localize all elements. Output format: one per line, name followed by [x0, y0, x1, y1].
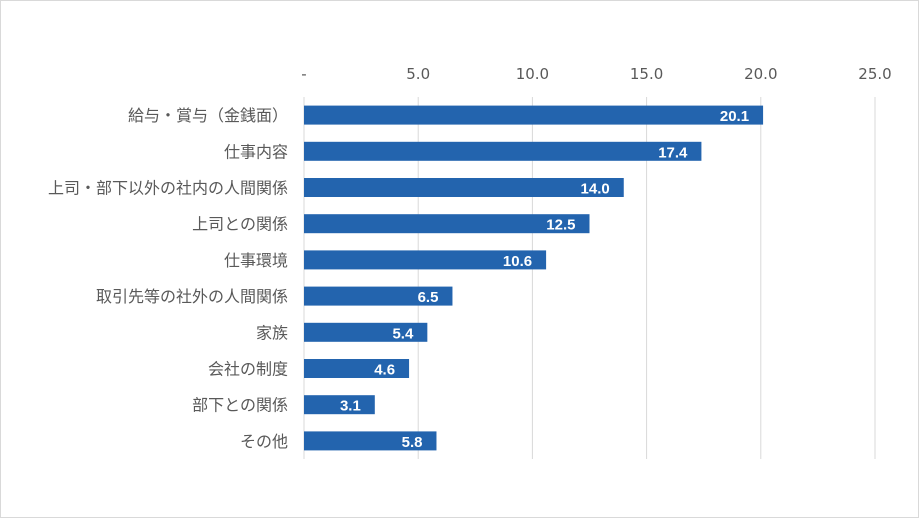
- x-tick-label: 10.0: [516, 65, 549, 83]
- category-label: 給与・賞与（金銭面）: [128, 106, 288, 125]
- bar: [304, 105, 764, 125]
- x-tick-label: 20.0: [744, 65, 777, 83]
- data-label: 14.0: [581, 181, 610, 198]
- bar: [304, 141, 702, 161]
- data-label: 4.6: [374, 362, 395, 379]
- category-labels: 給与・賞与（金銭面） 仕事内容上司・部下以外の社内の人間関係上司との関係仕事環境取…: [48, 106, 288, 451]
- bar: [304, 322, 428, 342]
- bar: [304, 286, 453, 306]
- category-label: 取引先等の社外の人間関係: [96, 287, 288, 306]
- category-label: 仕事環境: [224, 251, 288, 270]
- x-tick-label: 5.0: [406, 65, 430, 83]
- bars: [304, 105, 764, 451]
- category-label: 会社の制度: [208, 360, 288, 379]
- category-label: 仕事内容: [224, 142, 288, 161]
- bar: [304, 359, 410, 378]
- category-label: 部下との関係: [192, 396, 288, 415]
- x-tick-label: -: [301, 65, 306, 83]
- data-label: 10.6: [503, 253, 532, 270]
- data-label: 12.5: [546, 217, 575, 234]
- data-label: 20.1: [720, 108, 749, 125]
- data-label: 6.5: [418, 289, 439, 306]
- data-label: 17.4: [658, 144, 688, 161]
- data-labels: 20.1 17.4 14.0 12.5 10.6 6.5 5.4 4.6 3.1 5.8: [340, 108, 749, 451]
- category-label: 上司・部下以外の社内の人間関係: [48, 179, 288, 198]
- data-label: 3.1: [340, 398, 361, 415]
- data-label: 5.4: [392, 325, 414, 342]
- category-label: 上司との関係: [192, 215, 288, 234]
- bar: [304, 395, 375, 415]
- bar: [304, 214, 590, 234]
- category-label: 家族: [256, 323, 288, 342]
- x-axis-ticks: - 5.0 10.0 15.0 20.0 25.0: [301, 65, 891, 83]
- bar: [304, 250, 547, 270]
- category-label: その他: [240, 432, 288, 451]
- data-label: 5.8: [402, 434, 423, 451]
- x-tick-label: 25.0: [858, 65, 891, 83]
- bar: [304, 178, 624, 197]
- bar: [304, 431, 437, 451]
- x-tick-label: 15.0: [630, 65, 663, 83]
